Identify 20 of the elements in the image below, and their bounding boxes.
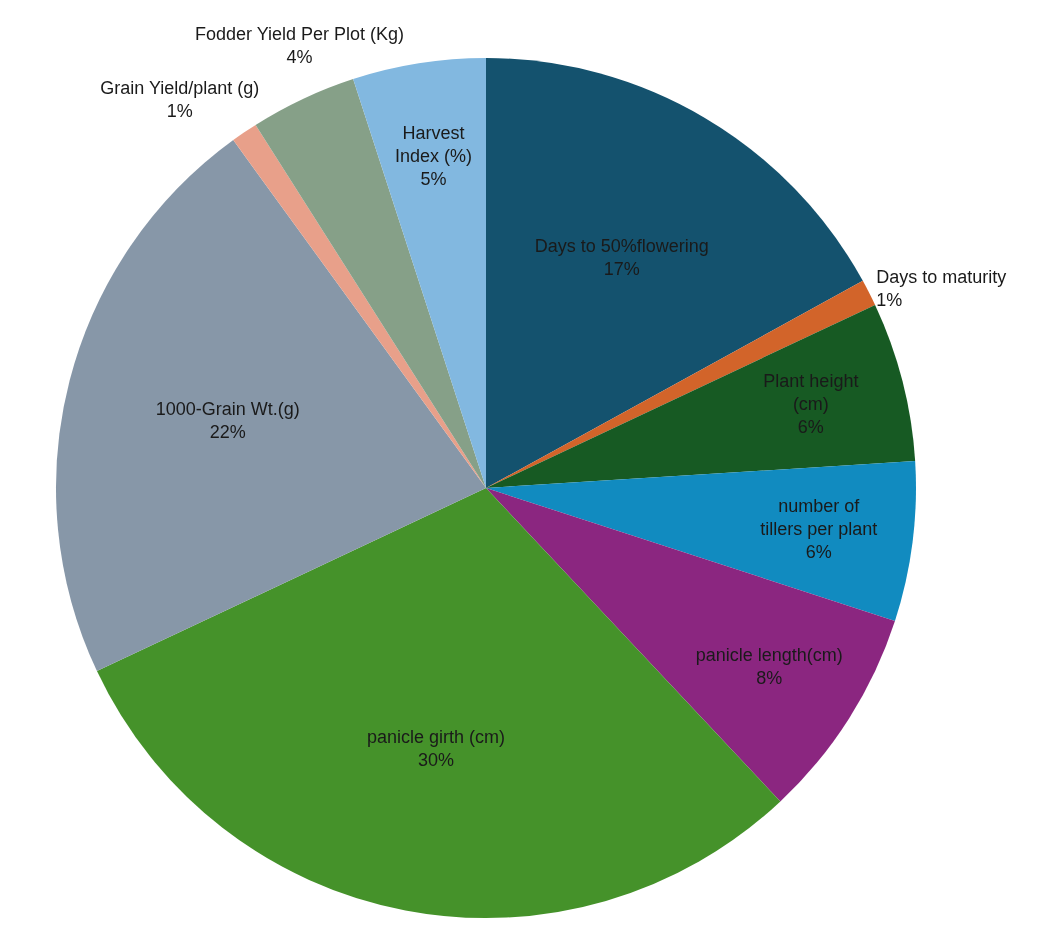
data-label: 1% <box>166 101 193 122</box>
slice-label: Harvest Index (%) <box>395 122 473 166</box>
slice-label: panicle length(cm) <box>695 645 843 666</box>
data-label: 5% <box>420 168 447 189</box>
slice-label: 1000-Grain Wt.(g) <box>155 399 300 420</box>
data-label: 4% <box>286 47 313 68</box>
data-label: 6% <box>797 416 824 437</box>
data-label: 30% <box>418 750 455 771</box>
slice-label: Days to 50%flowering <box>534 235 709 256</box>
slice-label: Fodder Yield Per Plot (Kg) <box>194 24 405 45</box>
slice-label: number of tillers per plant <box>760 496 878 540</box>
data-label: 17% <box>603 258 640 279</box>
data-label: 8% <box>756 668 783 689</box>
slice-label: Plant height (cm) <box>763 370 859 414</box>
slice-label: panicle girth (cm) <box>367 727 506 748</box>
data-label: 22% <box>209 422 246 443</box>
slice-label: Days to maturity <box>876 266 1007 287</box>
data-label: 1% <box>876 289 903 310</box>
slice-label: Grain Yield/plant (g) <box>100 78 260 99</box>
data-label: 6% <box>805 542 832 563</box>
